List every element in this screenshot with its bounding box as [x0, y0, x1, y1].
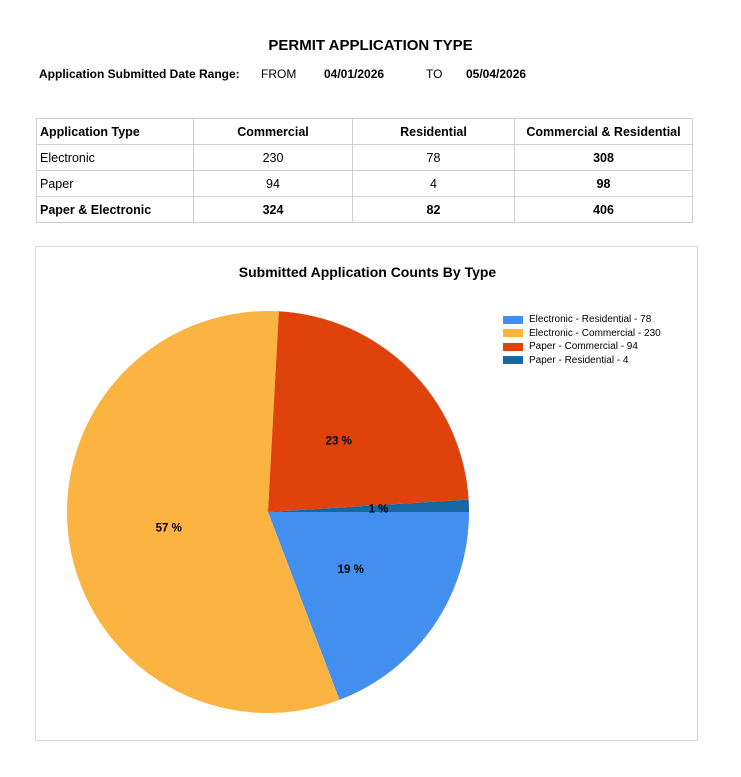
pie-slice	[268, 311, 469, 512]
table-cell: Paper & Electronic	[36, 196, 194, 223]
legend-label: Paper - Commercial - 94	[529, 341, 638, 353]
table-cell: 308	[514, 144, 693, 171]
slice-percent-label: 57 %	[156, 522, 182, 534]
to-date: 05/04/2026	[466, 67, 527, 81]
legend-item: Paper - Commercial - 94	[503, 340, 661, 354]
legend-swatch	[503, 315, 523, 324]
slice-percent-label: 1 %	[369, 504, 389, 516]
date-range-label: Application Submitted Date Range:	[39, 67, 240, 81]
table-cell: Electronic	[36, 144, 194, 171]
chart-title: Submitted Application Counts By Type	[238, 264, 497, 280]
legend-item: Electronic - Commercial - 230	[503, 327, 661, 341]
legend-label: Electronic - Commercial - 230	[529, 327, 661, 339]
column-header: Residential	[352, 118, 515, 145]
chart-legend: Electronic - Residential - 78 Electronic …	[503, 313, 661, 367]
table-cell: 98	[514, 170, 693, 197]
chart-panel: Submitted Application Counts By Type 19 …	[35, 246, 698, 741]
table-row-totals: Paper & Electronic 324 82 406	[36, 196, 693, 223]
table-cell: Paper	[36, 170, 194, 197]
column-header: Commercial & Residential	[514, 118, 693, 145]
from-label: FROM	[261, 67, 297, 81]
table-cell: 82	[352, 196, 515, 223]
pie-slice	[268, 499, 469, 512]
table-cell: 94	[193, 170, 353, 197]
legend-swatch	[503, 356, 523, 365]
table-cell: 406	[514, 196, 693, 223]
legend-label: Electronic - Residential - 78	[529, 314, 652, 326]
table-cell: 230	[193, 144, 353, 171]
pie-slice	[268, 512, 469, 700]
table-row: Paper 94 4 98	[36, 170, 693, 197]
slice-percent-label: 23 %	[326, 436, 352, 448]
legend-swatch	[503, 329, 523, 338]
column-header: Commercial	[193, 118, 353, 145]
column-header: Application Type	[36, 118, 194, 145]
table-row: Electronic 230 78 308	[36, 144, 693, 171]
to-label: TO	[426, 67, 443, 81]
page-title: PERMIT APPLICATION TYPE	[268, 37, 473, 54]
summary-table: Application Type Commercial Residential …	[36, 118, 693, 223]
pie-slice	[66, 311, 340, 713]
table-cell: 78	[352, 144, 515, 171]
table-cell: 324	[193, 196, 353, 223]
table-cell: 4	[352, 170, 515, 197]
legend-item: Electronic - Residential - 78	[503, 313, 661, 327]
from-date: 04/01/2026	[324, 67, 385, 81]
pie-chart: 19 % 57 % 23 % 1 %	[66, 311, 469, 713]
legend-swatch	[503, 342, 523, 351]
legend-item: Paper - Residential - 4	[503, 354, 661, 368]
slice-percent-label: 19 %	[338, 564, 364, 576]
legend-label: Paper - Residential - 4	[529, 354, 629, 366]
table-header-row: Application Type Commercial Residential …	[36, 118, 693, 145]
